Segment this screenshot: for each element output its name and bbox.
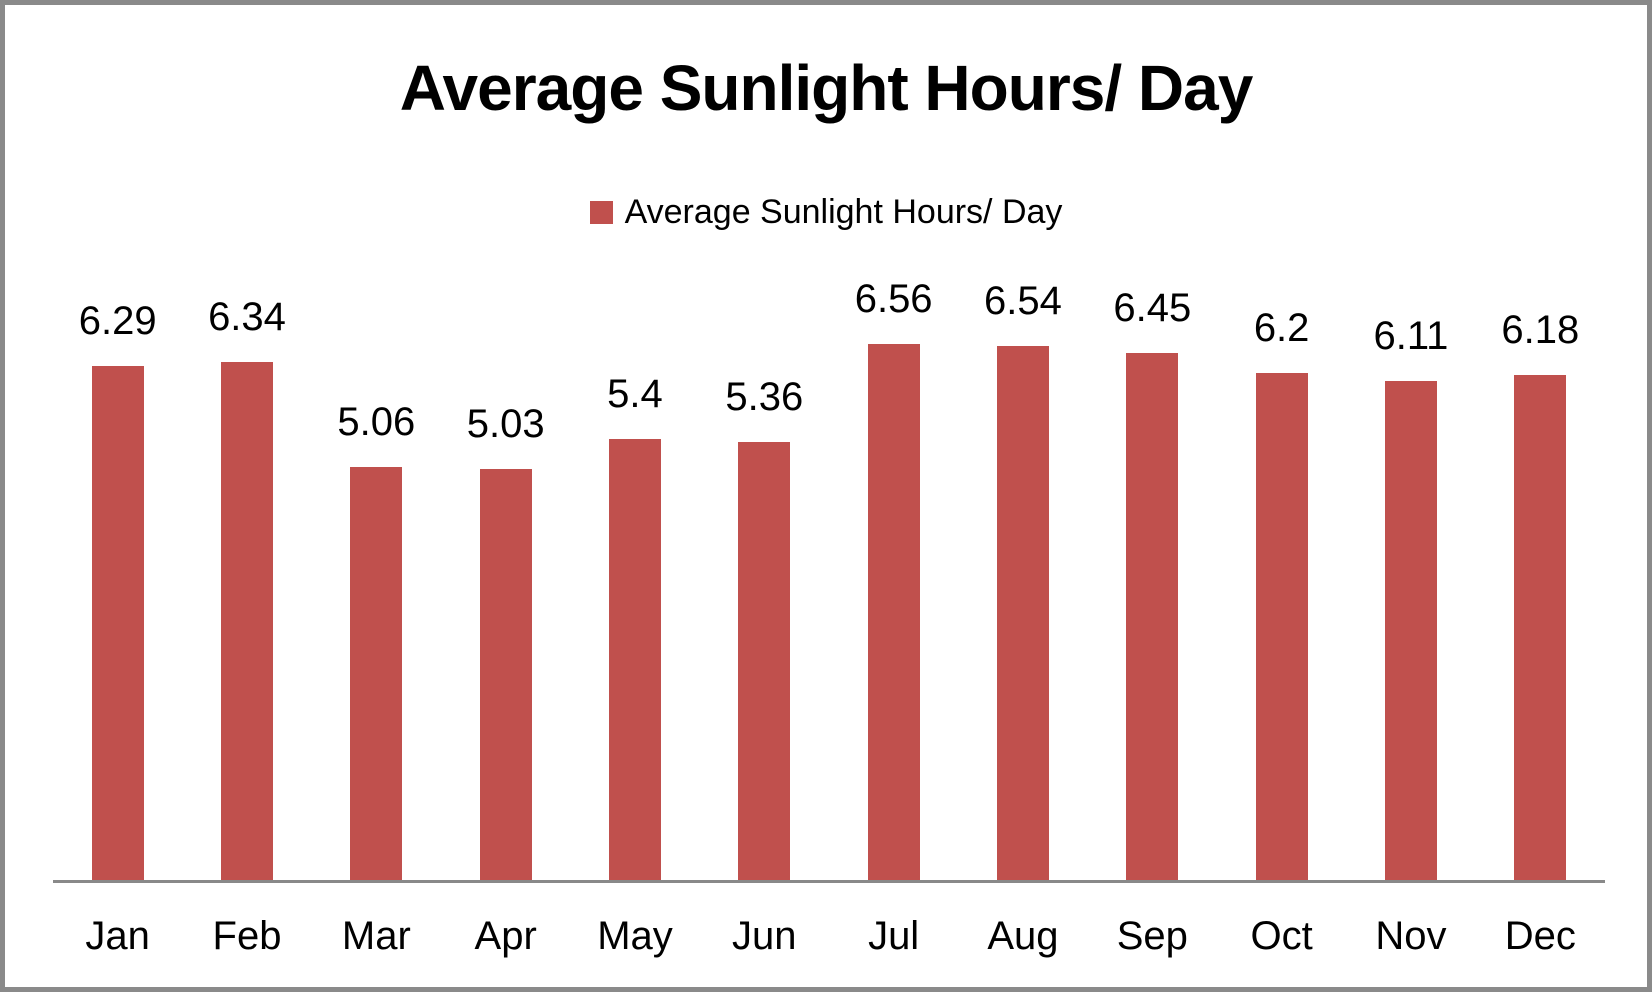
x-tick-jun: Jun (732, 914, 797, 958)
bar-aug (996, 346, 1049, 880)
bar-value-label-apr: 5.03 (466, 402, 545, 446)
bar-value-label-aug: 6.54 (984, 279, 1062, 323)
bar-feb (220, 362, 273, 880)
x-tick-feb: Feb (212, 914, 282, 958)
bar-value-label-dec: 6.18 (1501, 308, 1580, 352)
bar-jul (867, 344, 920, 880)
x-axis-line (53, 880, 1605, 883)
bar-oct (1255, 373, 1308, 880)
x-tick-aug: Aug (987, 914, 1059, 958)
x-tick-may: May (597, 914, 673, 958)
x-tick-nov: Nov (1375, 914, 1447, 958)
x-tick-dec: Dec (1504, 914, 1576, 958)
x-axis-ticks: Jan Feb Mar Apr May Jun Jul Aug Sep Oct Nov Dec (53, 913, 1605, 959)
bar-value-label-may: 5.4 (607, 372, 663, 416)
x-tick-jan: Jan (85, 914, 150, 958)
bar-sep (1126, 353, 1179, 880)
x-tick-mar: Mar (341, 914, 411, 958)
bar-jan (91, 366, 144, 880)
bar-group-mar: 5.06 (312, 265, 441, 880)
bar-group-sep: 6.45 (1088, 265, 1217, 880)
legend: Average Sunlight Hours/ Day (5, 195, 1647, 229)
bar-group-jul: 6.56 (829, 265, 958, 880)
bar-value-label-jun: 5.36 (725, 375, 804, 419)
bar-may (608, 439, 661, 880)
bar-value-label-jan: 6.29 (78, 299, 157, 343)
bar-mar (350, 467, 403, 880)
bar-group-oct: 6.2 (1217, 265, 1346, 880)
legend-label: Average Sunlight Hours/ Day (624, 193, 1063, 231)
bar-group-dec: 6.18 (1476, 265, 1605, 880)
x-tick-oct: Oct (1250, 914, 1313, 958)
bar-jun (738, 442, 791, 880)
bar-group-jan: 6.29 (53, 265, 182, 880)
bar-value-label-jul: 6.56 (854, 277, 933, 321)
bar-group-nov: 6.11 (1346, 265, 1475, 880)
bar-group-jun: 5.36 (700, 265, 829, 880)
bar-nov (1384, 381, 1437, 880)
bar-value-label-nov: 6.11 (1373, 314, 1449, 358)
bar-group-may: 5.4 (570, 265, 699, 880)
x-tick-jul: Jul (868, 914, 920, 958)
bar-dec (1514, 375, 1567, 880)
bars-container: 6.29 6.34 5.06 5.03 5.4 5.36 6.56 6.54 6.45 6.2 6.… (53, 265, 1605, 880)
bar-value-label-feb: 6.34 (208, 295, 286, 339)
bar-value-label-oct: 6.2 (1253, 306, 1310, 350)
x-tick-sep: Sep (1116, 914, 1188, 958)
bar-value-label-sep: 6.45 (1113, 286, 1192, 330)
plot-area: 6.29 6.34 5.06 5.03 5.4 5.36 6.56 6.54 6.45 6.2 6.… (53, 5, 1605, 987)
bar-value-label-mar: 5.06 (337, 400, 416, 444)
bar-group-apr: 5.03 (441, 265, 570, 880)
bar-group-aug: 6.54 (958, 265, 1087, 880)
legend-marker-icon (589, 200, 613, 224)
x-tick-apr: Apr (474, 914, 537, 958)
chart-title: Average Sunlight Hours/ Day (399, 52, 1254, 124)
bar-group-feb: 6.34 (182, 265, 311, 880)
bar-apr (479, 469, 532, 880)
